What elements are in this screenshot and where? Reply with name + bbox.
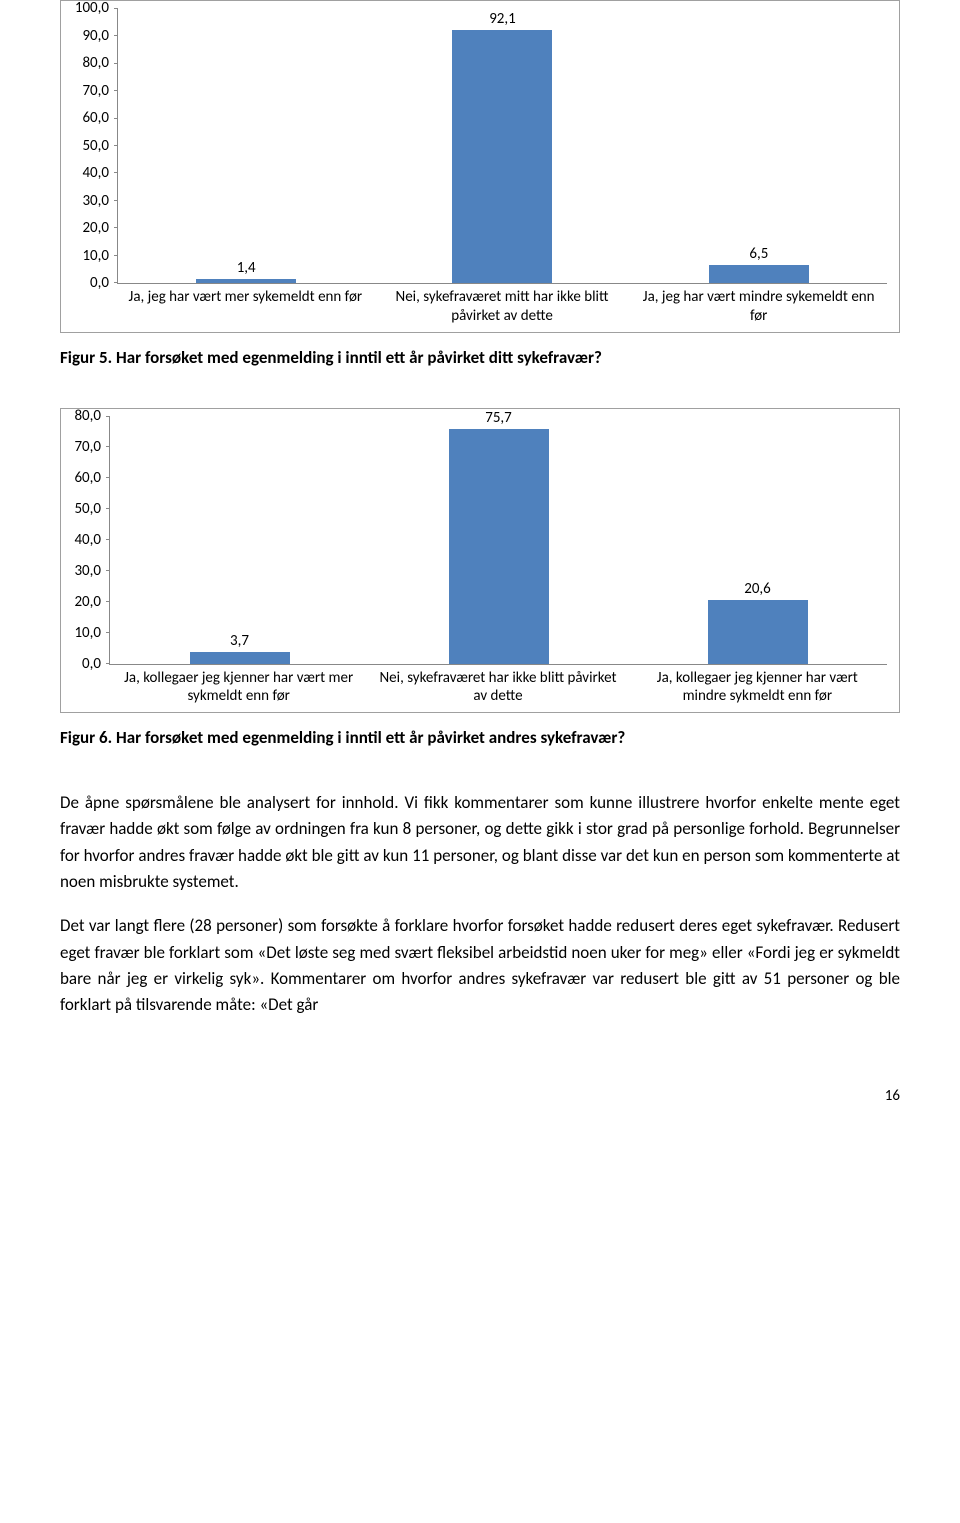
figure-5-chart: 0,010,020,030,040,050,060,070,080,090,01… (60, 0, 900, 333)
x-label: Ja, kollegaer jeg kjenner har vært mer s… (109, 665, 368, 707)
bar (190, 652, 290, 663)
bar-value-label: 6,5 (749, 245, 768, 263)
x-label: Ja, jeg har vært mer sykemeldt enn før (117, 284, 374, 326)
page-number: 16 (0, 1057, 960, 1115)
body-text: De åpne spørsmålene ble analysert for in… (60, 790, 900, 1019)
x-label: Ja, kollegaer jeg kjenner har vært mindr… (628, 665, 887, 707)
bar (708, 600, 808, 664)
bar (196, 279, 296, 283)
chart2-plot: 3,775,720,6 (109, 417, 887, 665)
bar-value-label: 1,4 (237, 259, 256, 277)
bar-slot: 75,7 (369, 409, 628, 664)
figure-6-chart: 0,010,020,030,040,050,060,070,080,0 3,77… (60, 408, 900, 714)
bar-slot: 92,1 (374, 10, 630, 283)
bar-value-label: 20,6 (744, 580, 771, 598)
figure-5-caption: Figur 5. Har forsøket med egenmelding i … (60, 347, 900, 368)
chart1-y-axis: 0,010,020,030,040,050,060,070,080,090,01… (69, 9, 117, 284)
bar-slot: 6,5 (631, 245, 887, 283)
paragraph-1: De åpne spørsmålene ble analysert for in… (60, 790, 900, 895)
chart2-x-labels: Ja, kollegaer jeg kjenner har vært mer s… (109, 665, 887, 707)
bar-value-label: 75,7 (485, 409, 512, 427)
x-label: Nei, sykefraværet mitt har ikke blitt på… (374, 284, 631, 326)
chart1-plot: 1,4 92,1 6,5 (117, 9, 887, 284)
bar-value-label: 3,7 (230, 632, 249, 650)
bar-slot: 20,6 (628, 580, 887, 664)
x-label: Nei, sykefraværet har ikke blitt påvirke… (368, 665, 627, 707)
bar-slot: 1,4 (118, 259, 374, 283)
chart2-y-axis: 0,010,020,030,040,050,060,070,080,0 (69, 417, 109, 665)
bar (452, 30, 552, 283)
chart1-x-labels: Ja, jeg har vært mer sykemeldt enn førNe… (117, 284, 887, 326)
x-label: Ja, jeg har vært mindre sykemeldt enn fø… (630, 284, 887, 326)
bar (709, 265, 809, 283)
bar (449, 429, 549, 664)
bar-value-label: 92,1 (489, 10, 516, 28)
bar-slot: 3,7 (110, 632, 369, 663)
paragraph-2: Det var langt flere (28 personer) som fo… (60, 913, 900, 1018)
figure-6-caption: Figur 6. Har forsøket med egenmelding i … (60, 727, 900, 748)
